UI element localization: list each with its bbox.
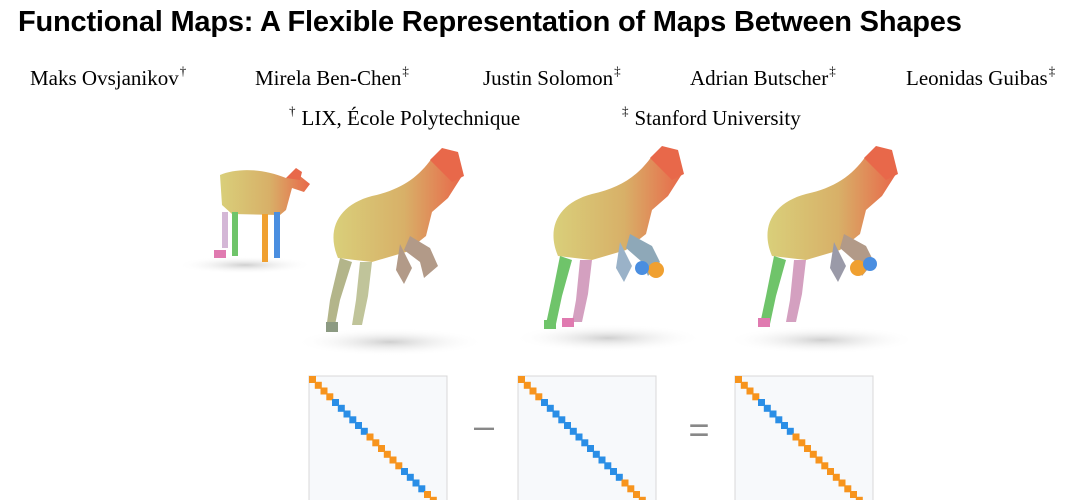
matrix-diagonal-cell <box>815 456 823 464</box>
matrix-diagonal-cell <box>633 491 640 498</box>
author: Leonidas Guibas‡ <box>906 63 1056 90</box>
matrix-diagonal-cell <box>518 376 525 383</box>
matrix-diagonal-cell <box>395 462 403 470</box>
minus-operator: – <box>474 405 494 446</box>
matrix-diagonal-cell <box>769 410 777 418</box>
affiliation: ‡ Stanford University <box>622 103 801 130</box>
matrix-diagonal-cell <box>792 433 800 441</box>
matrix-diagonal-cell <box>378 445 385 452</box>
author: Maks Ovsjanikov† <box>30 63 187 90</box>
target-horse-image-1 <box>295 148 485 356</box>
matrix-diagonal-cell <box>372 439 380 447</box>
matrix-diagonal-cell <box>564 422 571 429</box>
author: Justin Solomon‡ <box>483 63 621 90</box>
matrix-diagonal-cell <box>349 416 357 424</box>
paper-title: Functional Maps: A Flexible Representati… <box>18 6 962 38</box>
matrix-diagonal-cell <box>587 445 594 452</box>
target-horse-image-3 <box>727 146 917 354</box>
matrix-diagonal-cell <box>569 427 577 435</box>
matrix-diagonal-cell <box>366 433 374 441</box>
matrix-diagonal-cell <box>809 450 817 458</box>
matrix-diagonal-cell <box>535 393 543 401</box>
source-horse-image <box>177 168 313 274</box>
matrix-diagonal-cell <box>360 427 368 435</box>
matrix-diagonal-cell <box>592 450 600 458</box>
matrix-diagonal-cell <box>763 404 771 412</box>
matrix-diagonal-cell <box>838 479 846 487</box>
matrix-diagonal-cell <box>775 416 783 424</box>
matrix-diagonal-cell <box>752 393 760 401</box>
matrix-diagonal-cell <box>337 404 345 412</box>
matrix-1 <box>308 375 448 500</box>
matrix-diagonal-cell <box>850 491 857 498</box>
author: Mirela Ben-Chen‡ <box>255 63 409 90</box>
matrix-diagonal-cell <box>758 399 765 406</box>
matrix-diagonal-cell <box>621 479 629 487</box>
matrix-diagonal-cell <box>781 422 788 429</box>
teaser-figure: – = <box>0 140 1088 500</box>
matrix-diagonal-cell <box>320 387 328 395</box>
matrix-3 <box>734 375 874 500</box>
matrix-diagonal-cell <box>638 496 646 500</box>
matrix-diagonal-cell <box>326 393 334 401</box>
author-list: Maks Ovsjanikov† Mirela Ben-Chen‡ Justin… <box>0 63 1088 96</box>
matrix-diagonal-cell <box>343 410 351 418</box>
matrix-diagonal-cell <box>389 456 397 464</box>
matrix-diagonal-cell <box>855 496 863 500</box>
matrix-diagonal-cell <box>401 468 408 475</box>
equals-operator: = <box>688 409 709 450</box>
matrix-diagonal-cell <box>821 462 829 470</box>
matrix-diagonal-cell <box>558 416 566 424</box>
matrix-diagonal-cell <box>424 491 431 498</box>
affiliation-list: † LIX, École Polytechnique ‡ Stanford Univ… <box>0 103 1088 136</box>
matrix-diagonal-cell <box>552 410 560 418</box>
matrix-diagonal-cell <box>740 381 748 389</box>
matrix-diagonal-cell <box>604 462 612 470</box>
matrix-diagonal-cell <box>309 376 316 383</box>
matrix-diagonal-cell <box>355 422 362 429</box>
matrix-diagonal-cell <box>746 387 754 395</box>
matrix-diagonal-cell <box>406 473 414 481</box>
matrix-diagonal-cell <box>575 433 583 441</box>
target-horse-image-2 <box>513 146 703 352</box>
matrix-diagonal-cell <box>804 445 811 452</box>
matrix-diagonal-cell <box>429 496 437 500</box>
author: Adrian Butscher‡ <box>690 63 836 90</box>
affiliation: † LIX, École Polytechnique <box>289 103 521 130</box>
matrix-diagonal-cell <box>627 485 635 493</box>
matrix-diagonal-cell <box>786 427 794 435</box>
matrix-diagonal-cell <box>735 376 742 383</box>
matrix-diagonal-cell <box>798 439 806 447</box>
matrix-diagonal-cell <box>412 479 420 487</box>
matrix-diagonal-cell <box>541 399 548 406</box>
matrix-diagonal-cell <box>610 468 617 475</box>
matrix-diagonal-cell <box>832 473 840 481</box>
matrix-diagonal-cell <box>615 473 623 481</box>
matrix-diagonal-cell <box>844 485 852 493</box>
matrix-diagonal-cell <box>332 399 339 406</box>
matrix-diagonal-cell <box>418 485 426 493</box>
matrix-diagonal-cell <box>523 381 531 389</box>
matrix-diagonal-cell <box>598 456 606 464</box>
matrix-diagonal-cell <box>546 404 554 412</box>
matrix-diagonal-cell <box>314 381 322 389</box>
matrix-2 <box>517 375 657 500</box>
matrix-diagonal-cell <box>581 439 589 447</box>
matrix-diagonal-cell <box>529 387 537 395</box>
matrix-diagonal-cell <box>383 450 391 458</box>
matrix-diagonal-cell <box>827 468 834 475</box>
